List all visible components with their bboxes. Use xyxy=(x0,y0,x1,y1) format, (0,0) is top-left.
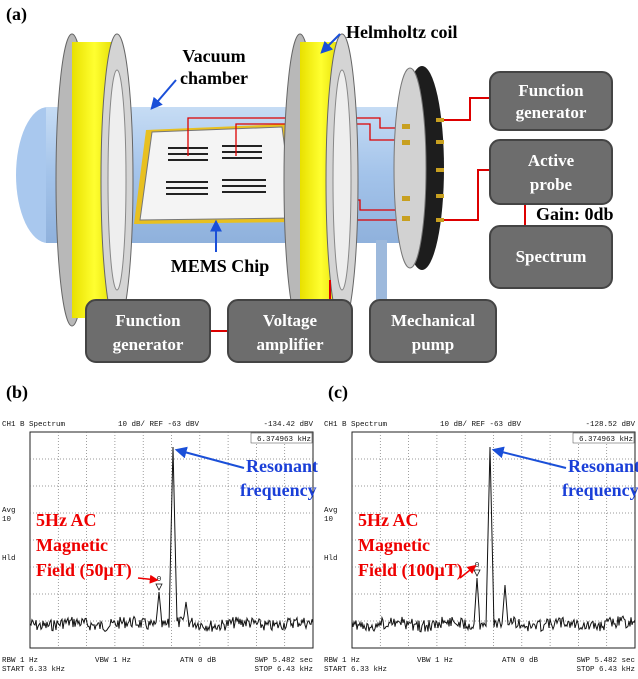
arrow xyxy=(138,578,157,580)
swp: SWP 5.482 sec xyxy=(254,657,313,665)
marker-level: -128.52 dBV xyxy=(585,421,635,429)
marker-freq: 6.374963 kHz xyxy=(257,436,311,444)
panel-label: (a) xyxy=(6,4,27,25)
vbw: VBW 1 Hz xyxy=(95,657,131,665)
pump-pipe xyxy=(376,240,387,302)
field-label: Magnetic xyxy=(36,535,108,555)
coil-label: Helmholtz coil xyxy=(346,22,457,42)
coil-flange xyxy=(108,70,126,290)
resonant-label: Resonant xyxy=(568,456,638,476)
box-label: pump xyxy=(412,335,455,354)
resonant-label: frequency xyxy=(240,480,317,500)
chamber-label: chamber xyxy=(180,68,248,88)
rbw: RBW 1 Hz xyxy=(324,657,360,665)
avg: Avg xyxy=(324,507,338,515)
gain-label: Gain: 0db xyxy=(536,204,614,224)
marker-triangle xyxy=(474,570,480,576)
coil-flange xyxy=(333,70,351,290)
avg: Avg xyxy=(2,507,16,515)
arrow xyxy=(494,450,566,468)
arrow xyxy=(152,80,176,108)
atn: ATN 0 dB xyxy=(180,657,217,665)
field-label: Magnetic xyxy=(358,535,430,555)
scale: 10 dB/ REF -63 dBV xyxy=(440,421,522,429)
box-label: Spectrum xyxy=(516,247,587,266)
mems-chip xyxy=(140,127,294,220)
stop: STOP 6.43 kHz xyxy=(254,666,313,674)
feedthrough-flange xyxy=(394,68,426,268)
marker-label: 0 xyxy=(157,576,162,584)
panel-label: (b) xyxy=(6,382,28,403)
start: START 6.33 kHz xyxy=(324,666,387,674)
chamber-label: Vacuum xyxy=(182,46,245,66)
field-label: 5Hz AC xyxy=(36,510,97,530)
hold: Hld xyxy=(324,555,338,563)
hold: Hld xyxy=(2,555,16,563)
avg-count: 10 xyxy=(2,516,12,524)
resonant-label: Resonant xyxy=(246,456,318,476)
scale: 10 dB/ REF -63 dBV xyxy=(118,421,200,429)
panel-label: (c) xyxy=(328,382,348,403)
channel: CH1 B Spectrum xyxy=(324,421,388,429)
field-label: Field (100μT) xyxy=(358,560,463,581)
box-label: Function xyxy=(518,81,584,100)
box-label: generator xyxy=(113,335,184,354)
resonant-label: frequency xyxy=(562,480,638,500)
swp: SWP 5.482 sec xyxy=(576,657,635,665)
field-label: Field (50μT) xyxy=(36,560,132,581)
box-label: amplifier xyxy=(256,335,323,354)
box-label: generator xyxy=(516,103,587,122)
box-label: Function xyxy=(115,311,181,330)
vbw: VBW 1 Hz xyxy=(417,657,453,665)
box-label: probe xyxy=(530,175,573,194)
avg-count: 10 xyxy=(324,516,334,524)
marker-label: 0 xyxy=(475,562,480,570)
stop: STOP 6.43 kHz xyxy=(576,666,635,674)
arrow xyxy=(177,450,244,468)
field-label: 5Hz AC xyxy=(358,510,419,530)
figure: (a) Function generator Active probe Spec… xyxy=(0,0,638,679)
box xyxy=(490,140,612,204)
marker-triangle xyxy=(156,584,162,590)
rbw: RBW 1 Hz xyxy=(2,657,38,665)
marker-freq: 6.374963 kHz xyxy=(579,436,633,444)
channel: CH1 B Spectrum xyxy=(2,421,66,429)
box-label: Mechanical xyxy=(391,311,475,330)
chip-label: MEMS Chip xyxy=(171,256,270,276)
marker-level: -134.42 dBV xyxy=(263,421,313,429)
start: START 6.33 kHz xyxy=(2,666,65,674)
box-label: Voltage xyxy=(263,311,318,330)
atn: ATN 0 dB xyxy=(502,657,539,665)
setup-diagram: Function generator Active probe Spectrum… xyxy=(16,22,614,362)
box-label: Active xyxy=(528,151,575,170)
